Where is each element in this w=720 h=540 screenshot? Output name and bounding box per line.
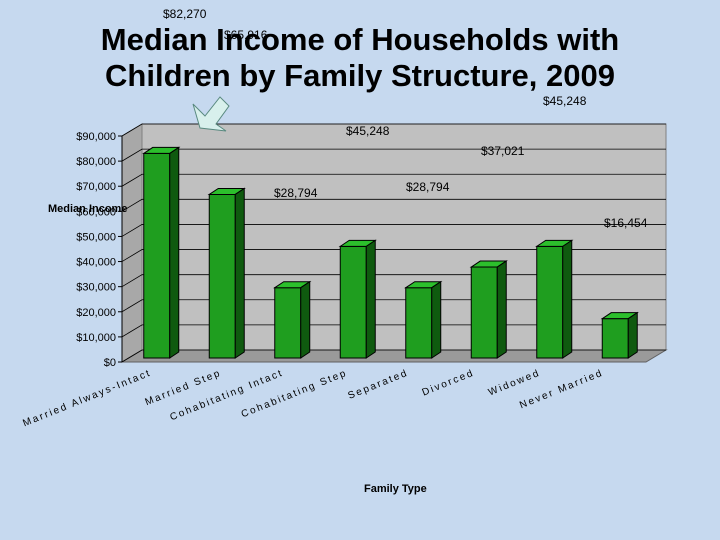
bar-side: [431, 280, 442, 359]
chart-title-line-2: Children by Family Structure, 2009: [105, 58, 615, 93]
bar-side: [365, 239, 376, 359]
gridline: [121, 173, 666, 187]
floating-label-37021: $37,021: [481, 144, 525, 158]
y-tick-label: $20,000: [76, 307, 116, 319]
bar-front: [601, 318, 629, 359]
bar-1: [207, 187, 246, 359]
bar-front: [536, 245, 564, 359]
bar-7: [600, 311, 639, 359]
bar-side: [234, 187, 245, 359]
floating-label-45248-a: $45,248: [543, 94, 587, 108]
bar-0: [142, 146, 181, 359]
x-tick-label: Cohabitating Intact: [168, 368, 285, 424]
bar-side: [496, 260, 507, 359]
y-tick-label: $60,000: [76, 206, 116, 218]
gridline: [121, 224, 666, 237]
y-tick-label: $0: [104, 357, 116, 369]
x-tick-label: Cohabitating Step: [240, 368, 349, 421]
x-tick-label: Divorced: [421, 368, 477, 399]
plot-floor: [120, 349, 668, 363]
gridline: [121, 249, 666, 262]
y-axis-title: Median Income: [48, 203, 128, 215]
y-tick-label: $70,000: [76, 181, 116, 193]
bar-front: [208, 193, 236, 359]
bar-side: [627, 311, 638, 359]
y-tick-label: $90,000: [76, 131, 116, 143]
y-tick-label: $10,000: [76, 332, 116, 344]
floating-label-65916: $65,916: [224, 28, 268, 42]
x-axis-title: Family Type: [364, 483, 427, 495]
bar-front: [405, 287, 433, 359]
y-tick-label: $30,000: [76, 282, 116, 294]
floating-label-45248-b: $45,248: [346, 124, 390, 138]
bar-4: [404, 280, 443, 359]
bar-front: [274, 287, 302, 359]
floating-label-28794-b: $28,794: [274, 186, 318, 200]
x-tick-label: Separated: [347, 368, 411, 402]
bar-6: [535, 239, 574, 359]
floating-label-82270: $82,270: [163, 7, 207, 21]
bar-2: [273, 280, 312, 359]
bar-3: [338, 239, 377, 359]
bar-front: [339, 245, 367, 359]
bar-side: [300, 280, 311, 359]
bar-front: [470, 266, 498, 359]
gridline: [121, 148, 666, 162]
y-tick-label: $80,000: [76, 156, 116, 168]
bar-front: [143, 152, 171, 359]
gridline: [121, 198, 666, 212]
bar-5: [469, 260, 508, 359]
bar-side: [169, 146, 180, 359]
bar-side: [562, 239, 573, 359]
floating-label-28794-a: $28,794: [406, 180, 450, 194]
x-tick-label: Married Always-Intact: [21, 368, 153, 430]
gridline: [121, 123, 666, 137]
y-tick-label: $50,000: [76, 231, 116, 243]
floating-label-16454: $16,454: [604, 216, 648, 230]
y-tick-label: $40,000: [76, 257, 116, 269]
chart-title-line-1: Median Income of Households with: [100, 22, 620, 57]
